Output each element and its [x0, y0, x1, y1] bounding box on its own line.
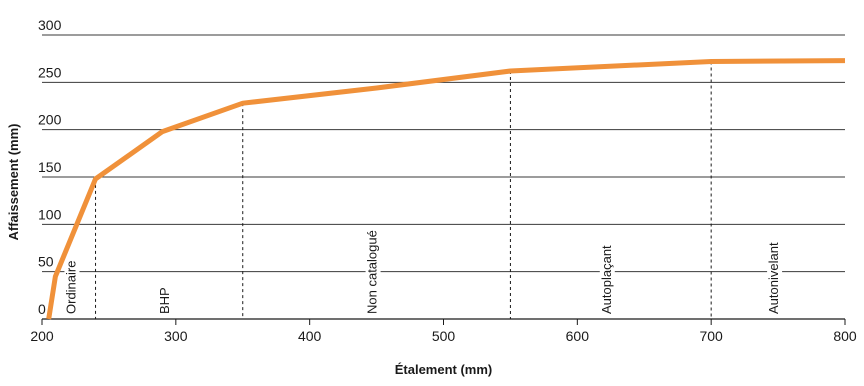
zone-label-group: Non catalogué	[365, 228, 381, 316]
y-tick-label: 300	[38, 17, 62, 33]
zone-label-bg	[64, 258, 80, 316]
zone-label: Autoplaçant	[599, 245, 614, 314]
y-axis-title: Affaissement (mm)	[6, 123, 21, 240]
x-tick-label: 600	[566, 328, 590, 344]
y-tick-label: 200	[38, 112, 62, 128]
zone-label-group: Ordinaire	[63, 258, 80, 316]
x-tick-label: 800	[833, 328, 857, 344]
y-tick-label: 0	[38, 301, 46, 317]
y-tick-label: 250	[38, 64, 62, 80]
x-tick-label: 500	[432, 328, 456, 344]
zone-label-group: Autonivelant	[766, 240, 783, 316]
zone-label-group: BHP	[157, 285, 174, 316]
zone-labels: Ordinaire BHP Non catalogué Autoplaçant Auto…	[63, 228, 783, 316]
x-tick-label: 700	[699, 328, 723, 344]
zone-boundaries	[95, 61, 712, 319]
zone-label-bg	[767, 240, 783, 316]
grid-lines	[42, 34, 845, 273]
y-tick-label: 50	[38, 254, 54, 270]
x-tick-label: 300	[164, 328, 188, 344]
zone-label-bg	[599, 243, 615, 316]
x-tick-label: 400	[298, 328, 322, 344]
zone-label: Non catalogué	[365, 230, 380, 314]
series	[46, 58, 846, 320]
zone-label: BHP	[157, 287, 172, 314]
zone-label-bg	[365, 228, 381, 316]
y-tick-label: 100	[38, 206, 62, 222]
series-line	[46, 58, 846, 320]
zone-label-group: Autoplaçant	[599, 243, 615, 316]
zone-label: Ordinaire	[63, 261, 78, 314]
x-tick-label: 200	[30, 328, 54, 344]
zone-label: Autonivelant	[766, 242, 781, 314]
axes: 0 50 100 150 200 250 300 200 300 400 500 600 700 800	[30, 17, 857, 344]
y-tick-label: 150	[38, 159, 62, 175]
x-axis-title: Étalement (mm)	[395, 362, 493, 377]
zone-label-bg	[158, 285, 174, 316]
